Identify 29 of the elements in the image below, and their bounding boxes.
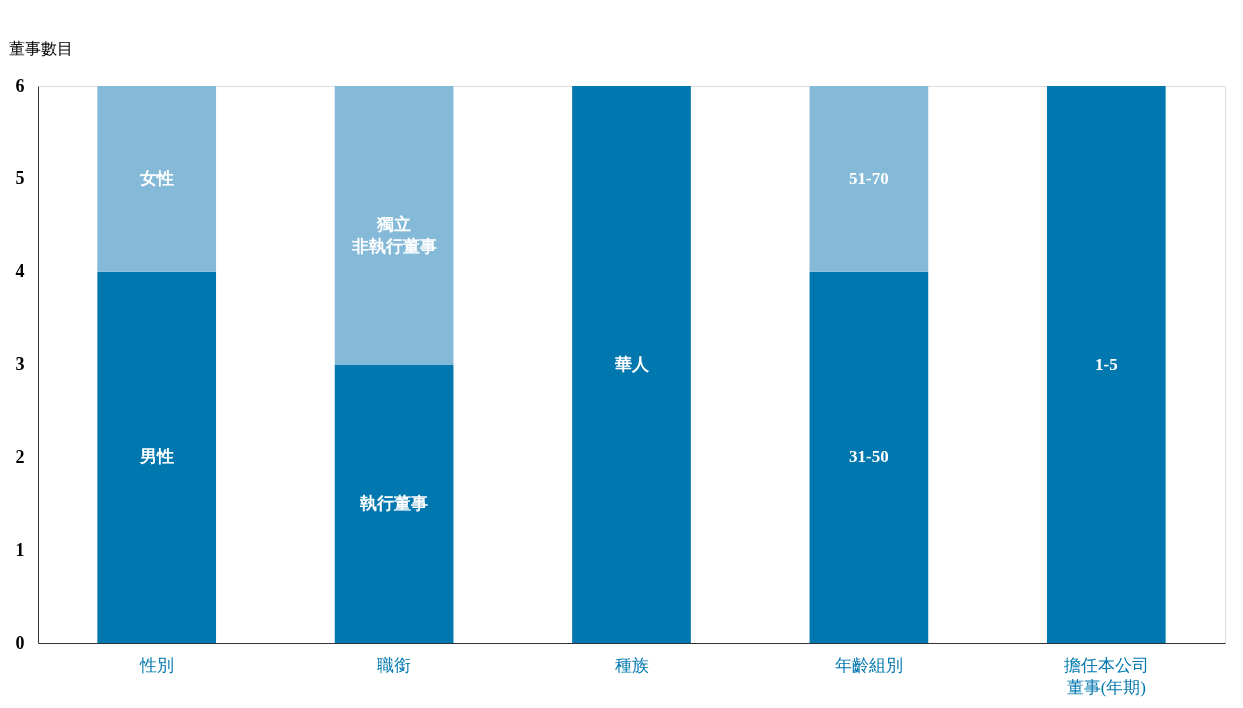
y-tick-label: 4 [15,261,25,282]
bar [1046,86,1166,643]
bar [97,86,217,272]
data-label: 31-50 [849,447,889,467]
bar [809,271,929,643]
bar [334,86,454,365]
data-label: 獨立非執行董事 [350,215,437,257]
y-tick-label: 2 [15,446,25,467]
x-tick-label: 年齡組別 [834,655,903,675]
x-tick-label: 種族 [614,655,649,675]
x-tick-label: 性別 [138,655,174,675]
data-label: 執行董事 [359,493,429,513]
data-label: 男性 [138,447,174,467]
x-tick-label: 擔任本公司董事(年期) [1063,655,1149,697]
data-label: 1-5 [1094,354,1118,374]
x-tick-label: 職銜 [377,655,412,675]
y-tick-label: 5 [15,168,25,189]
bar [97,271,217,643]
y-axis-title: 董事數目 [8,39,73,57]
data-label: 51-70 [849,168,889,188]
y-tick-label: 6 [15,75,25,96]
y-tick-label: 0 [15,632,25,653]
y-tick-label: 3 [15,354,25,374]
data-label: 女性 [138,168,174,188]
bar [334,364,454,643]
y-tick-label: 1 [15,539,25,560]
data-label: 華人 [613,354,650,374]
bar [809,86,929,272]
bar [572,86,691,643]
